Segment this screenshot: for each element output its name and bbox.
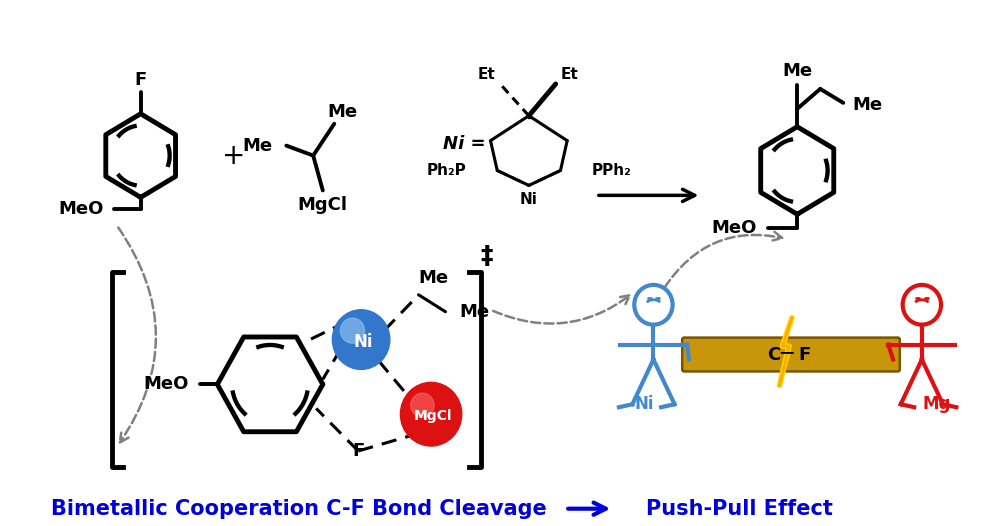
Text: Mg: Mg <box>922 395 950 413</box>
Text: MeO: MeO <box>59 200 104 218</box>
Text: Me: Me <box>243 137 272 155</box>
Text: Ni: Ni <box>520 192 538 207</box>
Text: Ni =: Ni = <box>442 135 485 153</box>
Text: Bimetallic Cooperation C-F Bond Cleavage: Bimetallic Cooperation C-F Bond Cleavage <box>51 499 547 519</box>
Text: MeO: MeO <box>143 376 189 393</box>
Text: ‡: ‡ <box>480 244 493 268</box>
Text: +: + <box>222 141 246 169</box>
Text: Me: Me <box>418 269 448 287</box>
Text: F: F <box>352 442 364 460</box>
Text: Push-Pull Effect: Push-Pull Effect <box>647 499 833 519</box>
Text: Me: Me <box>853 96 883 114</box>
Circle shape <box>340 318 364 343</box>
Text: Ni: Ni <box>353 332 373 351</box>
Text: ─: ─ <box>779 343 792 363</box>
Text: MeO: MeO <box>712 219 756 237</box>
Text: Et: Et <box>561 66 578 82</box>
Circle shape <box>400 382 462 446</box>
Text: Et: Et <box>478 66 495 82</box>
Text: F: F <box>798 346 810 363</box>
Text: Ni: Ni <box>634 395 654 413</box>
Text: F: F <box>135 71 147 89</box>
Text: Me: Me <box>782 62 812 80</box>
Text: Me: Me <box>459 303 489 321</box>
Circle shape <box>411 393 434 417</box>
Text: Ph₂P: Ph₂P <box>427 163 466 178</box>
Circle shape <box>332 310 390 369</box>
Text: Me: Me <box>327 103 357 121</box>
Text: C: C <box>767 346 780 363</box>
Text: MgCl: MgCl <box>297 196 347 214</box>
Text: PPh₂: PPh₂ <box>591 163 631 178</box>
FancyBboxPatch shape <box>683 338 900 371</box>
Text: MgCl: MgCl <box>414 409 452 423</box>
